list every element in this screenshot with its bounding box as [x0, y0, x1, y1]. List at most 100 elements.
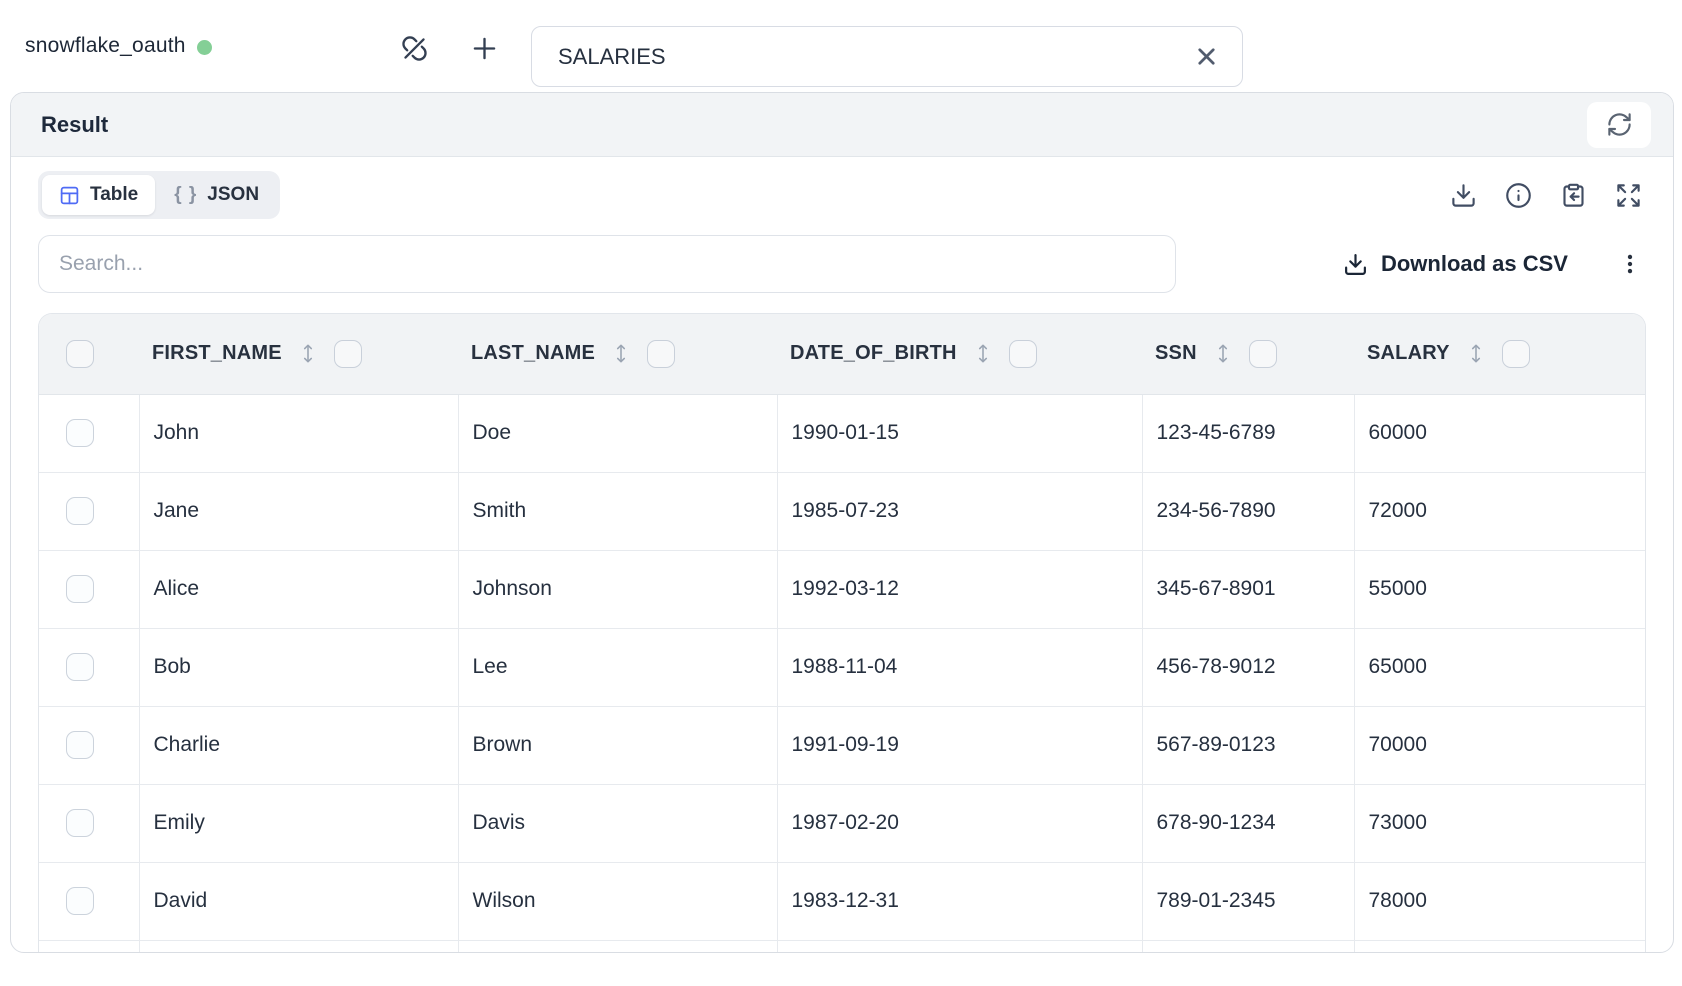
cell-date_of_birth: 1983-12-31: [776, 862, 1142, 941]
download-csv-label: Download as CSV: [1380, 251, 1568, 276]
cell-ssn: 567-89-0123: [1141, 706, 1354, 785]
cell-date_of_birth: 1988-11-04: [776, 628, 1142, 707]
column-checkbox-first_name[interactable]: [333, 339, 362, 368]
select-all-checkbox[interactable]: [66, 339, 94, 368]
row-checkbox[interactable]: [66, 497, 94, 525]
table-row-partial: [39, 940, 1645, 952]
disconnect-button[interactable]: [392, 26, 436, 70]
data-grid: FIRST_NAME LAST_NAME DATE_OF_BIRTH SSN SALAR…: [39, 314, 1645, 952]
expand-icon: [1615, 182, 1642, 209]
table-row: Alice Johnson 1992-03-12 345-67-8901 55000: [39, 550, 1645, 629]
cell-last_name: Smith: [457, 472, 777, 551]
clipboard-paste-icon: [1560, 182, 1587, 209]
download-csv-button[interactable]: Download as CSV: [1343, 251, 1568, 277]
cell-date_of_birth: 1991-09-19: [776, 706, 1142, 785]
cell-ssn: 678-90-1234: [1141, 784, 1354, 863]
column-header-date_of_birth: DATE_OF_BIRTH: [790, 342, 957, 365]
cell-salary: 65000: [1353, 628, 1645, 707]
column-header-salary: SALARY: [1367, 342, 1450, 365]
column-header-last_name: LAST_NAME: [471, 342, 596, 365]
column-checkbox-ssn[interactable]: [1248, 339, 1277, 368]
table-header-row: FIRST_NAME LAST_NAME DATE_OF_BIRTH SSN SALAR…: [39, 314, 1645, 395]
tab-json[interactable]: { } JSON: [157, 175, 276, 215]
cell-ssn: 789-01-2345: [1141, 862, 1354, 941]
paste-button[interactable]: [1557, 179, 1589, 211]
cell-date_of_birth: 1985-07-23: [776, 472, 1142, 551]
cell-first_name: Charlie: [138, 706, 458, 785]
cell-salary: 78000: [1353, 862, 1645, 941]
cell-salary: 73000: [1353, 784, 1645, 863]
search-input[interactable]: [38, 235, 1176, 293]
add-connection-button[interactable]: [462, 26, 506, 70]
column-checkbox-salary[interactable]: [1501, 339, 1530, 368]
cell-first_name: Emily: [138, 784, 458, 863]
table-row: Bob Lee 1988-11-04 456-78-9012 65000: [39, 628, 1645, 707]
cell-first_name: Jane: [138, 472, 458, 551]
top-bar: snowflake_oauth: [0, 0, 1682, 92]
row-checkbox[interactable]: [66, 419, 94, 447]
info-button[interactable]: [1502, 179, 1534, 211]
connection-status: snowflake_oauth: [25, 0, 212, 92]
refresh-button[interactable]: [1587, 101, 1651, 148]
table-name-input[interactable]: [531, 26, 1243, 87]
kebab-icon: [1617, 251, 1643, 277]
close-icon: [1193, 43, 1220, 70]
table-name-field: [531, 26, 1243, 87]
download-result-button[interactable]: [1447, 179, 1479, 211]
table-row: David Wilson 1983-12-31 789-01-2345 78000: [39, 862, 1645, 941]
connection-status-dot: [196, 39, 212, 55]
row-checkbox[interactable]: [66, 575, 94, 603]
cell-date_of_birth: 1992-03-12: [776, 550, 1142, 629]
row-checkbox[interactable]: [66, 653, 94, 681]
table-row: Charlie Brown 1991-09-19 567-89-0123 70000: [39, 706, 1645, 785]
view-tabs: Table { } JSON: [38, 171, 281, 219]
sort-icon[interactable]: [298, 342, 318, 365]
sort-icon[interactable]: [973, 342, 993, 365]
download-icon: [1450, 182, 1477, 209]
sort-icon[interactable]: [611, 342, 631, 365]
result-table: FIRST_NAME LAST_NAME DATE_OF_BIRTH SSN SALAR…: [38, 313, 1646, 952]
cell-last_name: Brown: [457, 706, 777, 785]
sort-icon[interactable]: [1213, 342, 1233, 365]
column-header-first_name: FIRST_NAME: [152, 342, 282, 365]
table-row: John Doe 1990-01-15 123-45-6789 60000: [39, 394, 1645, 473]
row-checkbox[interactable]: [66, 887, 94, 915]
more-options-button[interactable]: [1614, 248, 1646, 280]
json-braces-icon: { }: [174, 184, 198, 205]
tab-table[interactable]: Table: [42, 175, 156, 215]
column-checkbox-date_of_birth[interactable]: [1008, 339, 1037, 368]
cell-last_name: Doe: [457, 394, 777, 473]
table-icon: [59, 185, 80, 206]
result-panel: Result Table: [10, 92, 1674, 953]
table-row: Jane Smith 1985-07-23 234-56-7890 72000: [39, 472, 1645, 551]
cell-first_name: Alice: [138, 550, 458, 629]
row-checkbox[interactable]: [66, 809, 94, 837]
cell-first_name: Bob: [138, 628, 458, 707]
download-icon: [1343, 252, 1368, 277]
cell-last_name: Wilson: [457, 862, 777, 941]
tab-table-label: Table: [90, 184, 139, 205]
cell-first_name: David: [138, 862, 458, 941]
cell-last_name: Lee: [457, 628, 777, 707]
result-panel-body: Table { } JSON: [11, 157, 1673, 952]
cell-date_of_birth: 1987-02-20: [776, 784, 1142, 863]
panel-title: Result: [41, 111, 109, 137]
result-toolbar-icons: [1447, 179, 1644, 211]
column-checkbox-last_name[interactable]: [647, 339, 676, 368]
cell-ssn: 123-45-6789: [1141, 394, 1354, 473]
sort-icon[interactable]: [1466, 342, 1486, 365]
tab-json-label: JSON: [207, 184, 260, 205]
cell-last_name: Johnson: [457, 550, 777, 629]
cell-last_name: Davis: [457, 784, 777, 863]
cell-salary: 60000: [1353, 394, 1645, 473]
cell-salary: 55000: [1353, 550, 1645, 629]
link-off-icon: [399, 33, 430, 64]
cell-salary: 70000: [1353, 706, 1645, 785]
cell-ssn: 456-78-9012: [1141, 628, 1354, 707]
column-header-ssn: SSN: [1155, 342, 1197, 365]
table-row: Emily Davis 1987-02-20 678-90-1234 73000: [39, 784, 1645, 863]
row-checkbox[interactable]: [66, 731, 94, 759]
plus-icon: [468, 32, 501, 65]
clear-table-name-button[interactable]: [1183, 26, 1229, 87]
expand-button[interactable]: [1612, 179, 1644, 211]
